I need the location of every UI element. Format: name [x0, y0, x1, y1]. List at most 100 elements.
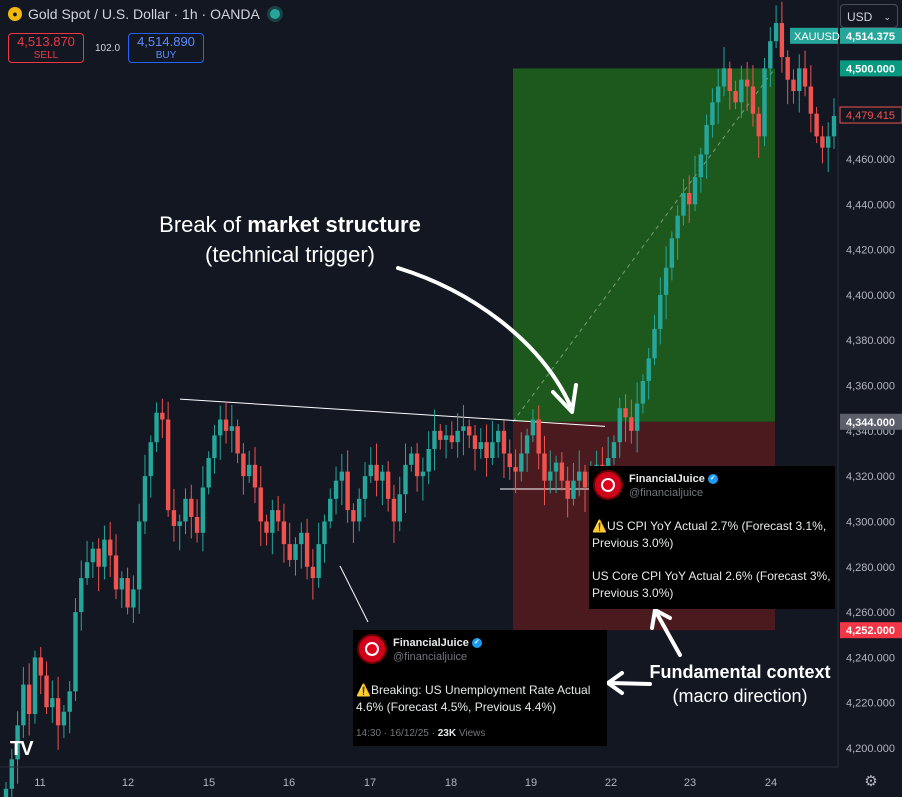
- candle-body: [339, 471, 345, 481]
- candle-body: [351, 510, 356, 522]
- tweet-card-cpi[interactable]: FinancialJuice ✓ @financialjuice ⚠️US CPI…: [589, 466, 835, 609]
- y-tick-label: 4,380.000: [846, 335, 895, 347]
- price-tag: 4,479.415: [839, 106, 902, 124]
- candle-body: [739, 79, 744, 103]
- candle-body: [322, 521, 327, 545]
- candle-body: [160, 412, 165, 420]
- candle-body: [73, 612, 78, 692]
- candle-body: [304, 532, 310, 567]
- candle-body: [565, 480, 570, 499]
- candle-body: [727, 68, 732, 92]
- currency-select[interactable]: USD ⌄: [840, 4, 898, 28]
- candle-body: [15, 725, 20, 760]
- break-annotation: Break of market structure (technical tri…: [130, 210, 450, 270]
- candle-body: [611, 442, 617, 459]
- candle-body: [744, 79, 750, 87]
- candle-body: [692, 177, 698, 205]
- candle-body: [519, 453, 524, 472]
- candle-body: [455, 430, 460, 443]
- candle-body: [229, 426, 235, 431]
- symbol-title: Gold Spot / U.S. Dollar · 1h · OANDA: [28, 6, 260, 22]
- candle-body: [328, 498, 333, 522]
- candle-body: [501, 430, 507, 454]
- candle-body: [131, 589, 136, 608]
- candle-body: [171, 510, 177, 526]
- avatar: [357, 634, 387, 664]
- price-tag-value: 4,514.375: [846, 31, 895, 43]
- x-tick-label: 23: [684, 777, 696, 789]
- candle-body: [385, 471, 391, 499]
- candle-body: [802, 68, 808, 87]
- candle-body: [629, 417, 634, 431]
- candle-body: [32, 657, 38, 715]
- candle-body: [96, 548, 101, 567]
- candle-body: [773, 23, 779, 42]
- y-tick-label: 4,280.000: [846, 562, 895, 574]
- gear-icon[interactable]: ⚙: [864, 773, 878, 790]
- candle-body: [820, 136, 825, 148]
- break-text-bold: market structure: [247, 212, 421, 237]
- candle-body: [79, 578, 84, 613]
- tweet-card-unemployment[interactable]: FinancialJuice ✓ @financialjuice ⚠️Breaki…: [353, 630, 607, 746]
- candle-body: [414, 453, 420, 477]
- candle-body: [258, 487, 263, 522]
- buy-price: 4,514.890: [137, 34, 195, 49]
- y-tick-label: 4,440.000: [846, 199, 895, 211]
- candle-body: [704, 125, 709, 155]
- candle-body: [391, 498, 397, 522]
- buy-button[interactable]: 4,514.890 BUY: [128, 33, 204, 63]
- candle-body: [495, 430, 501, 443]
- price-tag-value: 4,479.415: [846, 110, 895, 122]
- candle-body: [831, 115, 837, 137]
- candle-body: [698, 154, 704, 178]
- candle-body: [687, 192, 692, 205]
- y-tick-label: 4,220.000: [846, 698, 895, 710]
- candle-body: [223, 419, 229, 431]
- candle-body: [409, 453, 414, 465]
- candle-body: [797, 68, 802, 92]
- candle-body: [67, 691, 72, 712]
- break-arrow-head: [551, 383, 578, 414]
- candle-body: [246, 464, 252, 477]
- candle-body: [26, 684, 32, 715]
- candle-body: [461, 426, 466, 431]
- symbol-header[interactable]: ● Gold Spot / U.S. Dollar · 1h · OANDA: [8, 6, 280, 22]
- fund-text-line2: (macro direction): [672, 686, 808, 706]
- sell-price: 4,513.870: [17, 34, 75, 49]
- candle-body: [779, 23, 785, 58]
- candle-body: [756, 113, 761, 137]
- sell-button[interactable]: 4,513.870 SELL: [8, 33, 84, 63]
- candle-body: [218, 419, 223, 436]
- x-tick-label: 18: [445, 777, 457, 789]
- tweet2-connector: [339, 565, 369, 623]
- candle-body: [669, 238, 675, 268]
- fund-arrow-left: [608, 681, 652, 686]
- candle-body: [472, 435, 478, 449]
- candle-body: [252, 464, 258, 488]
- candle-body: [368, 464, 373, 477]
- candle-body: [826, 136, 831, 148]
- price-tag-value: 4,252.000: [846, 625, 895, 637]
- fund-arrow-up-head: [650, 608, 672, 630]
- candle-body: [814, 113, 819, 137]
- symbol-tag-bg: [790, 27, 838, 44]
- candle-body: [50, 698, 55, 708]
- x-tick-label: 17: [364, 777, 376, 789]
- y-tick-label: 4,320.000: [846, 471, 895, 483]
- tweet-handle: @financialjuice: [393, 651, 468, 663]
- candle-body: [380, 471, 385, 481]
- candle-body: [136, 521, 142, 590]
- fund-text-line1: Fundamental context: [649, 662, 831, 682]
- candle-body: [125, 578, 130, 608]
- candle-body: [206, 458, 211, 488]
- candle-body: [542, 453, 547, 481]
- candle-body: [484, 442, 489, 459]
- candle-body: [270, 510, 275, 533]
- candle-body: [142, 476, 148, 522]
- candle-body: [148, 442, 153, 477]
- sell-label: SELL: [33, 50, 59, 61]
- chevron-down-icon: ⌄: [883, 12, 891, 22]
- candle-body: [241, 453, 246, 477]
- gold-coin-icon: ●: [8, 7, 22, 21]
